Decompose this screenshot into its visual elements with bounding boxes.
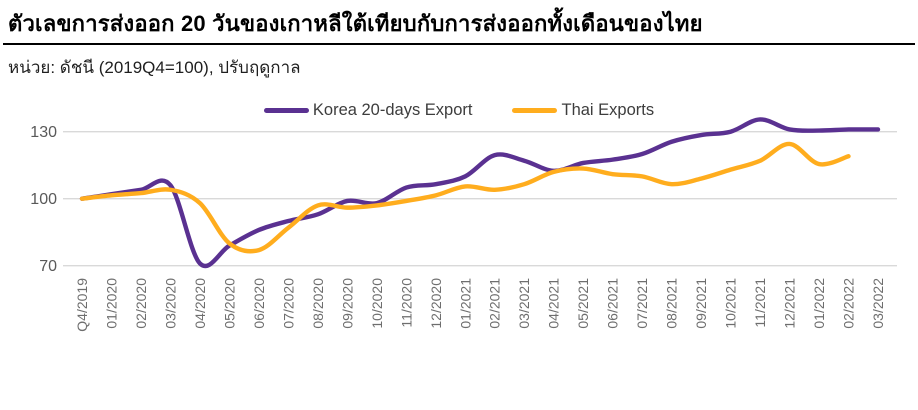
korea-20-days-export-line [79, 117, 881, 269]
page-title: ตัวเลขการส่งออก 20 วันของเกาหลีใต้เทียบก… [8, 11, 703, 36]
x-axis-tick-12/2020: 12/2020 [428, 278, 444, 329]
x-axis-tick-12/2021: 12/2021 [782, 278, 798, 329]
legend-label-thai: Thai Exports [561, 101, 655, 119]
y-axis-tick-130: 130 [30, 124, 57, 141]
korea-line-swatch [263, 108, 309, 113]
x-axis-tick-05/2020: 05/2020 [221, 278, 237, 329]
x-axis-tick-07/2020: 07/2020 [280, 278, 296, 329]
x-axis-tick-04/2020: 04/2020 [192, 278, 208, 329]
x-axis-tick-05/2021: 05/2021 [575, 278, 591, 329]
x-axis-tick-10/2020: 10/2020 [369, 278, 385, 329]
x-axis-tick-06/2021: 06/2021 [605, 278, 621, 329]
title-divider [3, 43, 915, 46]
x-axis-tick-07/2021: 07/2021 [634, 278, 650, 329]
x-axis-tick-01/2020: 01/2020 [103, 278, 119, 329]
x-axis-tick-01/2021: 01/2021 [457, 278, 473, 329]
x-axis-tick-01/2022: 01/2022 [811, 278, 827, 329]
y-axis-tick-100: 100 [30, 191, 57, 208]
legend-item-thai: Thai Exports [512, 101, 654, 120]
thai-exports-line [79, 141, 851, 254]
x-axis-tick-11/2020: 11/2020 [398, 278, 414, 328]
x-axis-tick-10/2021: 10/2021 [723, 278, 739, 329]
x-axis-tick-04/2021: 04/2021 [546, 278, 562, 329]
legend-label-korea: Korea 20-days Export [312, 101, 473, 119]
unit-subtitle: หน่วย: ดัชนี (2019Q4=100), ปรับฤดูกาล [8, 58, 301, 77]
thai-line-swatch [512, 108, 558, 113]
x-axis-tick-Q4/2019: Q4/2019 [74, 278, 90, 332]
x-axis-tick-08/2020: 08/2020 [310, 278, 326, 329]
x-axis-tick-02/2022: 02/2022 [841, 278, 857, 329]
x-axis-tick-03/2021: 03/2021 [516, 278, 532, 329]
legend-item-korea: Korea 20-days Export [263, 101, 473, 120]
x-axis-tick-08/2021: 08/2021 [664, 278, 680, 329]
x-axis-tick-06/2020: 06/2020 [251, 278, 267, 329]
x-axis-tick-09/2021: 09/2021 [693, 278, 709, 329]
x-axis-tick-03/2020: 03/2020 [162, 278, 178, 329]
y-axis-tick-70: 70 [39, 258, 57, 275]
x-axis-tick-02/2020: 02/2020 [133, 278, 149, 329]
chart-legend: Korea 20-days Export Thai Exports [0, 101, 918, 120]
x-axis-tick-02/2021: 02/2021 [487, 278, 503, 329]
x-axis-tick-03/2022: 03/2022 [870, 278, 886, 329]
x-axis-tick-09/2020: 09/2020 [339, 278, 355, 329]
x-axis-tick-11/2021: 11/2021 [752, 278, 768, 328]
